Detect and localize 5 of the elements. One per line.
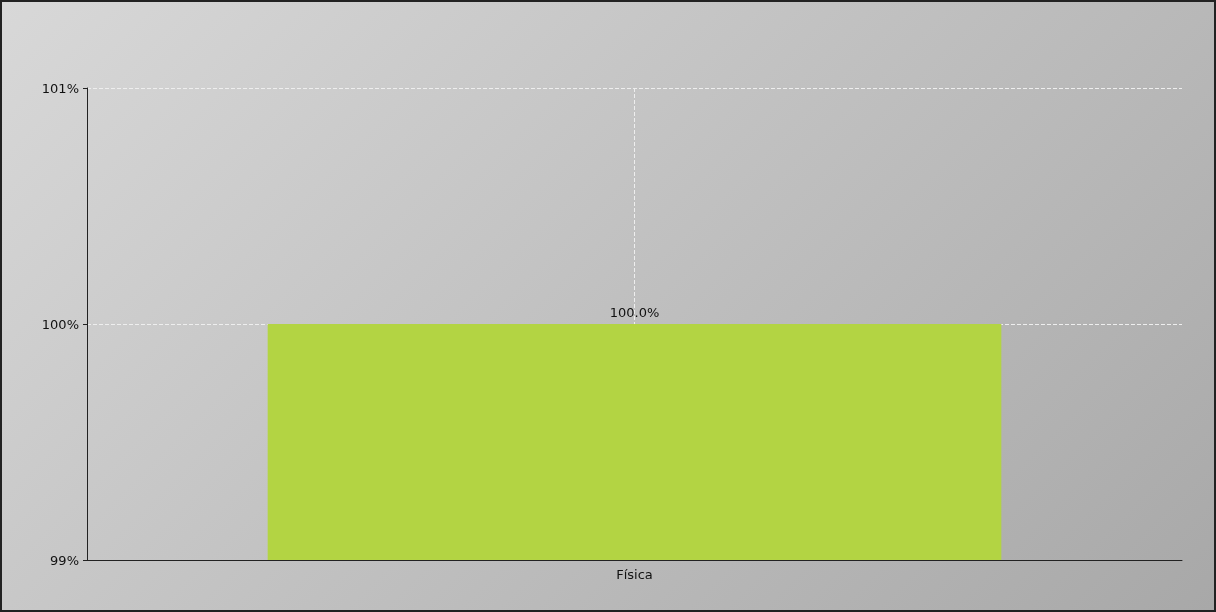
y-tick-label: 100%: [41, 316, 79, 332]
x-tick-label: Física: [616, 567, 653, 582]
y-tick-label: 99%: [50, 552, 79, 568]
y-tick-label: 101%: [41, 80, 79, 96]
data-label: 100.0%: [609, 305, 660, 320]
